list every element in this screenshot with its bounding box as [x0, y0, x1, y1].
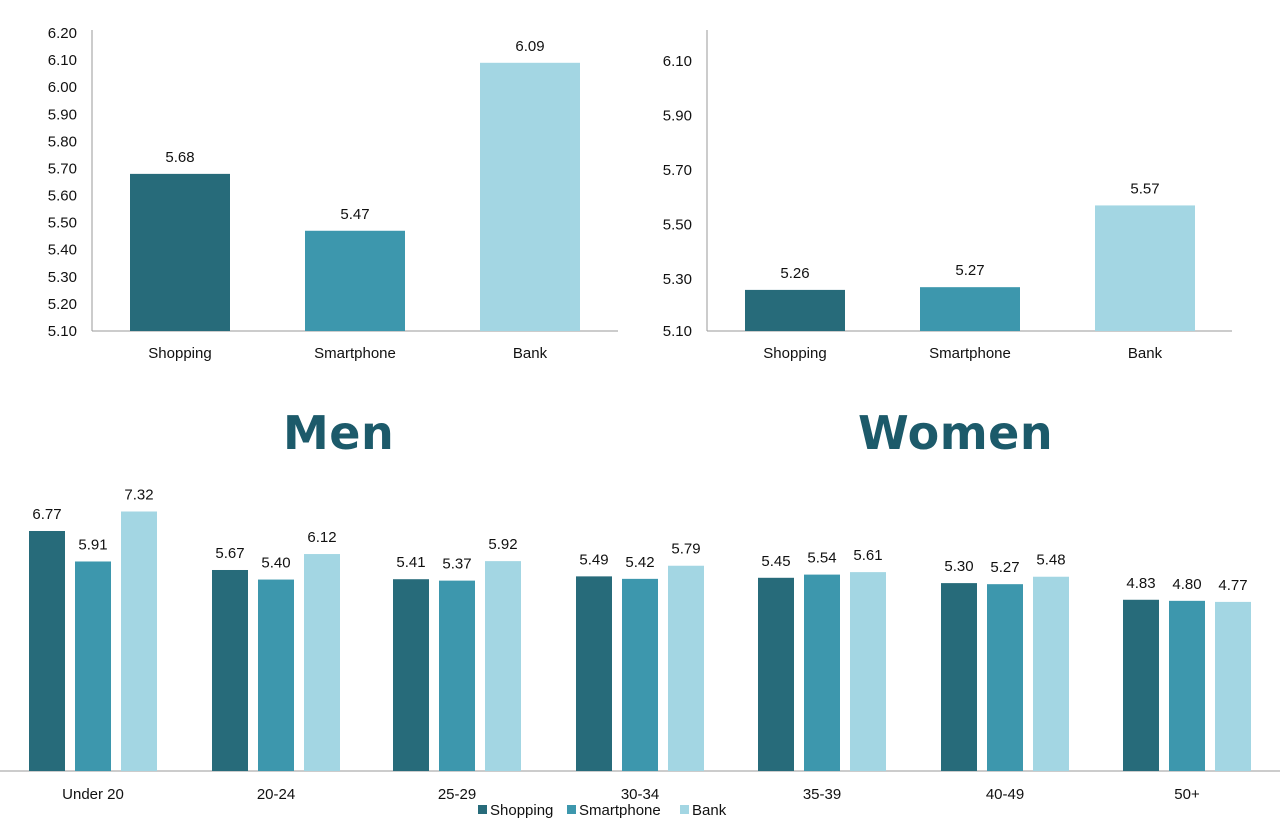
men-bar-bank: [480, 62, 580, 332]
age-bar-bank: [121, 511, 157, 771]
age-bar-bank: [668, 565, 704, 771]
women-bar-smartphone: [920, 287, 1020, 331]
age-value-label: 5.27: [990, 559, 1019, 576]
women-value-label: 5.27: [955, 262, 984, 279]
legend-swatch-shopping: [478, 805, 487, 814]
age-value-label: 5.79: [671, 541, 700, 558]
age-bar-bank: [1033, 576, 1069, 771]
age-bar-smartphone: [987, 584, 1023, 771]
age-value-label: 5.61: [853, 547, 882, 564]
men-value-label: 6.09: [515, 38, 544, 55]
women-value-label: 5.26: [780, 265, 809, 282]
age-bar-bank: [485, 561, 521, 771]
age-value-label: 5.49: [579, 551, 608, 568]
men-category-label: Smartphone: [314, 345, 396, 362]
age-category-label: Under 20: [62, 786, 124, 803]
legend-swatch-smartphone: [567, 805, 576, 814]
men-y-tick-label: 5.60: [48, 188, 77, 205]
legend-label-bank: Bank: [692, 802, 727, 819]
title-men: Men: [283, 406, 395, 460]
women-category-label: Shopping: [763, 345, 826, 362]
age-bar-shopping: [212, 569, 248, 771]
women-value-label: 5.57: [1130, 180, 1159, 197]
men-category-label: Shopping: [148, 345, 211, 362]
age-bar-smartphone: [622, 578, 658, 771]
men-y-tick-label: 6.10: [48, 52, 77, 69]
age-value-label: 5.91: [78, 536, 107, 553]
men-y-tick-label: 5.10: [48, 323, 77, 340]
age-value-label: 4.77: [1218, 577, 1247, 594]
age-value-label: 6.77: [32, 506, 61, 523]
women-y-tick-label: 5.70: [663, 162, 692, 179]
age-category-label: 25-29: [438, 786, 476, 803]
men-y-tick-label: 6.20: [48, 25, 77, 42]
age-category-label: 40-49: [986, 786, 1024, 803]
women-category-label: Bank: [1128, 345, 1163, 362]
age-value-label: 4.83: [1126, 575, 1155, 592]
legend-label-shopping: Shopping: [490, 802, 553, 819]
women-y-tick-label: 5.90: [663, 108, 692, 125]
women-y-tick-label: 5.30: [663, 271, 692, 288]
men-y-tick-label: 5.20: [48, 296, 77, 313]
men-y-tick-label: 5.70: [48, 160, 77, 177]
age-value-label: 5.45: [761, 553, 790, 570]
age-bar-shopping: [758, 577, 794, 771]
women-bar-bank: [1095, 205, 1195, 331]
age-bar-shopping: [29, 530, 65, 771]
age-bar-bank: [850, 572, 886, 771]
women-y-tick-label: 6.10: [663, 53, 692, 70]
legend-label-smartphone: Smartphone: [579, 802, 661, 819]
age-value-label: 5.92: [488, 536, 517, 553]
chart-age-groups: Under 20 20-24 25-29 30-34 35-39 40-49 50+ 6.77…: [0, 487, 1280, 819]
age-bar-shopping: [576, 576, 612, 771]
age-value-label: 5.48: [1036, 552, 1065, 569]
age-bar-smartphone: [804, 574, 840, 771]
title-women: Women: [858, 406, 1054, 460]
age-bar-smartphone: [439, 580, 475, 771]
men-value-label: 5.68: [165, 149, 194, 166]
men-value-label: 5.47: [340, 206, 369, 223]
men-y-tick-label: 5.90: [48, 106, 77, 123]
age-category-label: 35-39: [803, 786, 841, 803]
men-y-tick-label: 5.30: [48, 269, 77, 286]
men-category-label: Bank: [513, 345, 548, 362]
age-value-label: 5.54: [807, 550, 836, 567]
age-bar-bank: [304, 554, 340, 771]
men-y-tick-label: 6.00: [48, 79, 77, 96]
women-bar-shopping: [745, 289, 845, 331]
age-value-label: 6.12: [307, 529, 336, 546]
chart-women: 5.10 5.30 5.50 5.70 5.90 6.10 5.26 Shopping 5.27…: [663, 30, 1232, 362]
age-bar-smartphone: [75, 561, 111, 771]
chart-men: 5.10 5.20 5.30 5.40 5.50 5.60 5.70 5.80 5.90 6.00…: [48, 25, 618, 362]
age-category-label: 30-34: [621, 786, 659, 803]
men-y-tick-label: 5.50: [48, 215, 77, 232]
age-value-label: 5.30: [944, 558, 973, 575]
age-value-label: 5.67: [215, 545, 244, 562]
age-bar-bank: [1215, 601, 1251, 771]
age-bar-shopping: [393, 579, 429, 771]
age-bar-smartphone: [1169, 600, 1205, 771]
women-category-label: Smartphone: [929, 345, 1011, 362]
age-bar-smartphone: [258, 579, 294, 771]
women-y-tick-label: 5.10: [663, 323, 692, 340]
men-bar-shopping: [130, 173, 230, 331]
men-bar-smartphone: [305, 230, 405, 331]
age-value-label: 5.42: [625, 554, 654, 571]
age-value-label: 4.80: [1172, 576, 1201, 593]
age-bar-shopping: [1123, 599, 1159, 771]
age-category-label: 50+: [1174, 786, 1200, 803]
men-y-tick-label: 5.40: [48, 242, 77, 259]
age-category-label: 20-24: [257, 786, 295, 803]
women-y-tick-label: 5.50: [663, 217, 692, 234]
age-value-label: 7.32: [124, 487, 153, 504]
men-y-tick-label: 5.80: [48, 133, 77, 150]
age-value-label: 5.37: [442, 556, 471, 573]
age-value-label: 5.40: [261, 555, 290, 572]
age-value-label: 5.41: [396, 554, 425, 571]
age-bar-shopping: [941, 583, 977, 771]
legend-swatch-bank: [680, 805, 689, 814]
